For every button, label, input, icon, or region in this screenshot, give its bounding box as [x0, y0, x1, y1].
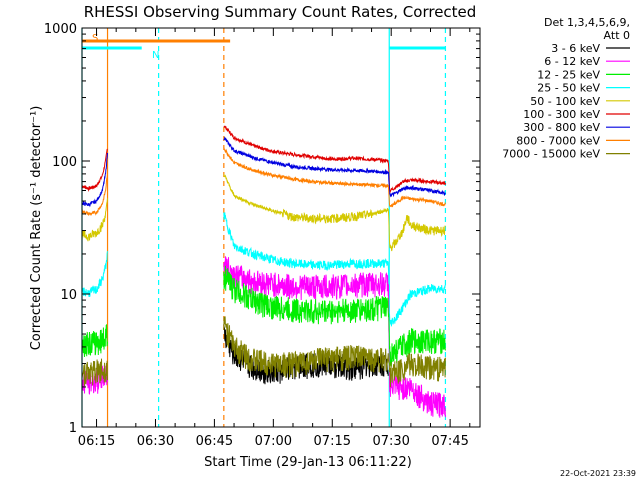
x-tick-label-1: 06:30 — [137, 434, 174, 449]
series-line-3-seg-1 — [223, 173, 446, 252]
series-6 — [81, 265, 446, 368]
series-line-6-seg-1 — [223, 265, 446, 368]
series-8 — [81, 316, 446, 388]
series-line-5-seg-1 — [223, 256, 446, 418]
flag-label-S: S — [92, 33, 98, 44]
legend-label-1: 6 - 12 keV — [544, 55, 600, 68]
flag-label-N: N — [152, 50, 159, 61]
x-tick-label-6: 07:45 — [431, 434, 468, 449]
x-tick-label-5: 07:30 — [372, 434, 409, 449]
axes: 1 10 100 1000 06:15 06:30 06:45 07:00 07:15 07:30… — [44, 22, 480, 449]
series-1 — [81, 136, 446, 208]
y-axis-label: Corrected Count Rate (s⁻¹ detector⁻¹) — [29, 106, 44, 351]
series-0 — [81, 125, 446, 194]
legend-header-line-1: Det 1,3,4,5,6,9, — [544, 16, 630, 29]
legend-label-4: 50 - 100 keV — [530, 95, 600, 108]
legend-label-0: 3 - 6 keV — [551, 42, 600, 55]
legend-label-5: 100 - 300 keV — [523, 108, 600, 121]
legend-label-7: 800 - 7000 keV — [516, 134, 600, 147]
legend-label-6: 300 - 800 keV — [523, 121, 600, 134]
footer-timestamp: 22-Oct-2021 23:39 — [560, 469, 636, 478]
legend-label-2: 12 - 25 keV — [537, 68, 600, 81]
series-line-4-seg-0 — [81, 251, 108, 298]
chart-title: RHESSI Observing Summary Count Rates, Co… — [84, 3, 477, 21]
x-tick-label-4: 07:15 — [314, 434, 351, 449]
series-line-1-seg-0 — [81, 152, 108, 208]
series-4 — [81, 212, 446, 327]
series-line-1-seg-1 — [223, 136, 446, 198]
series-line-0-seg-1 — [223, 125, 446, 194]
plot-area: SN — [81, 28, 447, 427]
y-tick-label-1: 10 — [60, 288, 77, 303]
legend-header-line-2: Att 0 — [604, 29, 630, 42]
x-axis-label: Start Time (29-Jan-13 06:11:22) — [204, 455, 412, 470]
legend-label-8: 7000 - 15000 keV — [502, 148, 600, 161]
series-line-2-seg-1 — [223, 146, 446, 208]
y-tick-label-0: 1 — [69, 421, 77, 436]
series-line-6-seg-0 — [81, 323, 108, 358]
series-line-8-seg-0 — [81, 358, 108, 387]
legend-label-3: 25 - 50 keV — [537, 82, 600, 95]
series-2 — [81, 146, 446, 217]
plot-frame — [81, 27, 481, 428]
series-3 — [81, 173, 446, 252]
series-line-4-seg-1 — [223, 212, 446, 327]
series-line-8-seg-1 — [223, 316, 446, 388]
x-tick-label-0: 06:15 — [78, 434, 115, 449]
y-tick-label-3: 1000 — [44, 22, 77, 37]
series-line-2-seg-0 — [81, 171, 108, 217]
series-line-3-seg-0 — [81, 198, 108, 242]
series-line-0-seg-0 — [81, 148, 108, 192]
y-tick-label-2: 100 — [52, 155, 77, 170]
x-tick-label-2: 06:45 — [196, 434, 233, 449]
x-tick-label-3: 07:00 — [255, 434, 292, 449]
